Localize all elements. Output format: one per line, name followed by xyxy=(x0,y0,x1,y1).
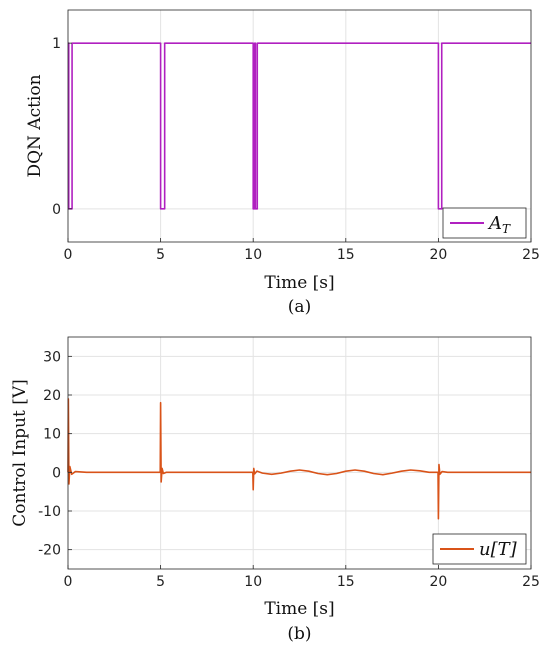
x-axis-label-b: Time [s] xyxy=(264,599,334,619)
x-tick-label-b-0: 0 xyxy=(64,574,73,590)
x-axis-label-a: Time [s] xyxy=(264,273,334,293)
plot-frame-a xyxy=(67,9,532,243)
x-tick-label-a-3: 15 xyxy=(337,247,355,263)
x-tick-label-a-4: 20 xyxy=(429,247,447,263)
x-tick-label-a-0: 0 xyxy=(64,247,73,263)
y-axis-label-a: DQN Action xyxy=(25,74,45,177)
x-tick-label-b-5: 25 xyxy=(522,574,540,590)
series-line-a-0 xyxy=(67,42,531,210)
panel-b: 0 5 10 15 20 25 -20 -10 0 10 20 30 Time [s] Control… xyxy=(10,336,540,644)
legend-label-a: AT xyxy=(487,213,511,236)
x-tick-label-b-3: 15 xyxy=(337,574,355,590)
legend-main-a: A xyxy=(487,213,502,234)
panel-a: 0 5 10 15 20 25 0 1 Time [s] DQN Action (a) AT xyxy=(25,9,540,317)
caption-b: (b) xyxy=(287,624,311,644)
x-tick-label-b-1: 5 xyxy=(156,574,165,590)
y-tick-label-b-1: -10 xyxy=(38,504,61,520)
y-tick-label-b-3: 10 xyxy=(43,427,61,443)
x-tick-label-a-1: 5 xyxy=(156,247,165,263)
x-tick-label-b-2: 10 xyxy=(244,574,262,590)
legend-b: u[T] xyxy=(432,533,527,565)
y-axis-label-b: Control Input [V] xyxy=(10,379,30,527)
y-tick-label-a-1: 1 xyxy=(52,36,61,52)
legend-a: AT xyxy=(442,207,527,239)
y-tick-label-b-2: 0 xyxy=(52,465,61,481)
y-tick-label-a-0: 0 xyxy=(52,202,61,218)
series-line-b-0 xyxy=(67,398,531,520)
legend-sub-a: T xyxy=(502,222,511,236)
x-tick-label-a-5: 25 xyxy=(522,247,540,263)
caption-a: (a) xyxy=(288,297,311,317)
plot-frame-b xyxy=(67,336,532,570)
y-tick-label-b-0: -20 xyxy=(38,543,61,559)
legend-main-b: u[T] xyxy=(479,539,518,560)
x-tick-label-b-4: 20 xyxy=(429,574,447,590)
legend-label-b: u[T] xyxy=(479,539,518,560)
x-tick-label-a-2: 10 xyxy=(244,247,262,263)
y-tick-label-b-5: 30 xyxy=(43,349,61,365)
y-tick-label-b-4: 20 xyxy=(43,388,61,404)
